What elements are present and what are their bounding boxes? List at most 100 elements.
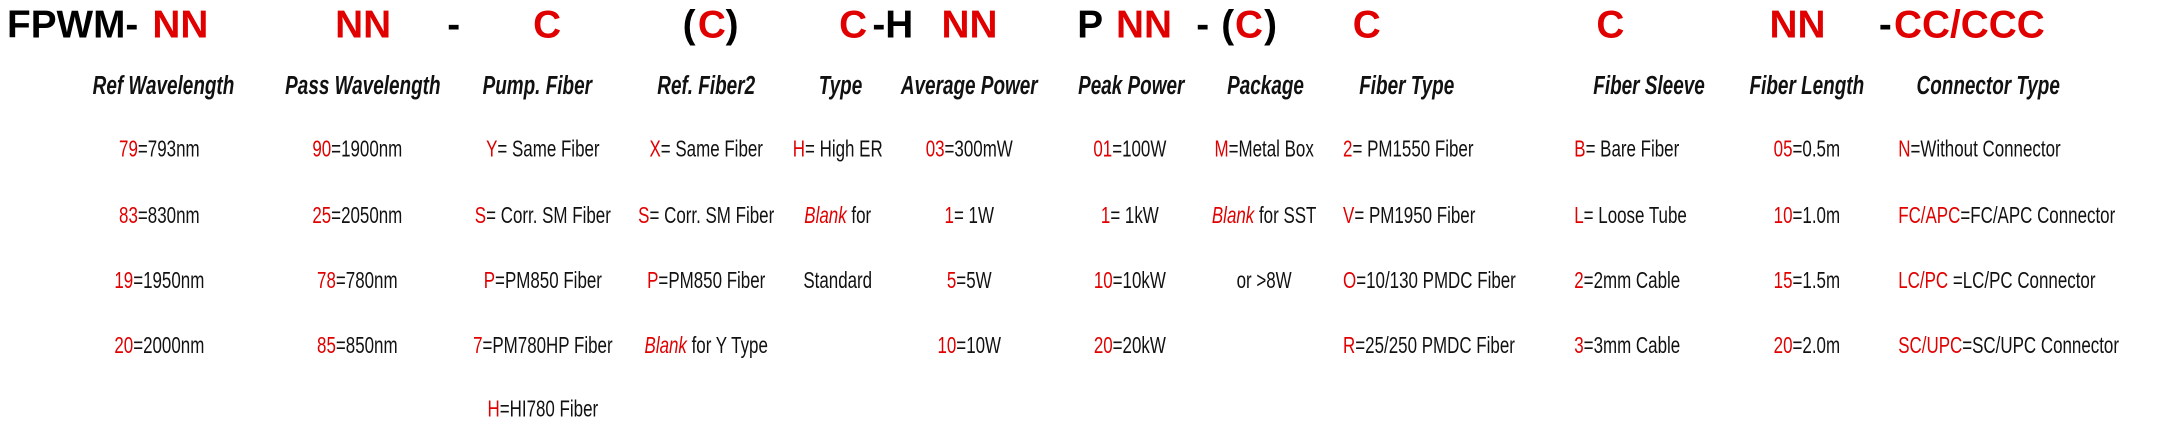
option: 1= 1W [945, 202, 995, 228]
option-code: Y [486, 136, 498, 162]
option: H= High ER [793, 136, 883, 162]
option-code: 05 [1774, 136, 1793, 162]
option-code: 5 [947, 267, 956, 293]
option-text: =10W [956, 332, 1001, 358]
option-code: N [1898, 136, 1910, 162]
option-text: for [847, 202, 872, 228]
option: 90=1900nm [312, 136, 402, 162]
option-text: = Corr. SM Fiber [486, 202, 611, 228]
option-text: =PM780HP Fiber [482, 332, 612, 358]
option-text: or >8W [1237, 267, 1293, 293]
option-code: 85 [317, 332, 336, 358]
code-segment: ( [683, 3, 696, 46]
option-text: =2mm Cable [1584, 267, 1681, 293]
option-text: =5W [956, 267, 992, 293]
option-code: X [649, 136, 661, 162]
option: 01=100W [1093, 136, 1167, 162]
option-text: =HI780 Fiber [500, 396, 599, 422]
option-text: =20kW [1113, 332, 1167, 358]
option-text: = High ER [805, 136, 883, 162]
code-segment: NN [152, 3, 208, 46]
column-header: Fiber Length [1750, 70, 1865, 100]
option-code: S [638, 202, 649, 228]
option-code: 1 [945, 202, 954, 228]
option: 10=10kW [1094, 267, 1167, 293]
column-header: Pump. Fiber [483, 70, 593, 100]
option-text: = PM1550 Fiber [1352, 136, 1473, 162]
option-code: H [488, 396, 500, 422]
option-text: =25/250 PMDC Fiber [1355, 332, 1515, 358]
option-code: 10 [1774, 202, 1793, 228]
option-text: = Loose Tube [1584, 202, 1687, 228]
option: P=PM850 Fiber [647, 267, 765, 293]
code-segment: C [533, 3, 561, 46]
option: 10=10W [937, 332, 1001, 358]
option-text: = Same Fiber [497, 136, 599, 162]
option: Blank for [804, 202, 871, 228]
option: LC/PC =LC/PC Connector [1898, 267, 2095, 293]
option-code: H [793, 136, 805, 162]
option-text: =PM850 Fiber [658, 267, 765, 293]
option-code: 10 [1094, 267, 1113, 293]
option: S= Corr. SM Fiber [475, 202, 611, 228]
column-header: Ref. Fiber2 [657, 70, 755, 100]
option-code: 20 [1094, 332, 1113, 358]
option-code: 83 [119, 202, 138, 228]
option-code: LC/PC [1898, 267, 1948, 293]
code-segment: NN [1769, 3, 1825, 46]
code-segment: NN [1116, 3, 1172, 46]
option-text: =Without Connector [1910, 136, 2060, 162]
option: 05=0.5m [1774, 136, 1840, 162]
column-header: Average Power [900, 70, 1038, 100]
option-text: =3mm Cable [1584, 332, 1681, 358]
option-text: =10kW [1113, 267, 1167, 293]
option-code: 20 [1774, 332, 1793, 358]
column-header: Type [819, 70, 863, 100]
column-header: Connector Type [1917, 70, 2061, 100]
option: H=HI780 Fiber [488, 396, 599, 422]
option: O=10/130 PMDC Fiber [1343, 267, 1516, 293]
option: 2= PM1550 Fiber [1343, 136, 1474, 162]
option-code: 1 [1101, 202, 1110, 228]
option: 2=2mm Cable [1574, 267, 1680, 293]
option: 19=1950nm [114, 267, 204, 293]
code-segment: CC/CCC [1894, 3, 2045, 46]
option-code: L [1574, 202, 1583, 228]
option-text: = Corr. SM Fiber [649, 202, 774, 228]
option-text: for SST [1254, 202, 1317, 228]
option: S= Corr. SM Fiber [638, 202, 774, 228]
option: Y= Same Fiber [486, 136, 600, 162]
option-text: = PM1950 Fiber [1354, 202, 1475, 228]
option: or >8W [1237, 267, 1293, 293]
option: 20=20kW [1094, 332, 1167, 358]
code-segment: P [1077, 3, 1103, 46]
code-segment: C [1596, 3, 1624, 46]
option-text: =1.0m [1792, 202, 1840, 228]
option-code: V [1343, 202, 1355, 228]
code-segment: C [839, 3, 867, 46]
option-code: 10 [937, 332, 956, 358]
column-header: Fiber Type [1359, 70, 1454, 100]
option: 7=PM780HP Fiber [473, 332, 613, 358]
option-text: =1.5m [1792, 267, 1840, 293]
column-header: Peak Power [1078, 70, 1185, 100]
option: V= PM1950 Fiber [1343, 202, 1475, 228]
code-segment: ) [1264, 3, 1277, 46]
option: Blank for SST [1212, 202, 1317, 228]
option-code: 78 [317, 267, 336, 293]
code-segment: ( [1221, 3, 1234, 46]
option: 3=3mm Cable [1574, 332, 1680, 358]
option-text: = 1kW [1110, 202, 1159, 228]
option-code: SC/UPC [1898, 332, 1962, 358]
option-code: Blank [1212, 202, 1256, 228]
code-segment: FPWM- [7, 3, 138, 46]
option-code: O [1343, 267, 1356, 293]
option: B= Bare Fiber [1574, 136, 1679, 162]
column-header: Pass Wavelength [285, 70, 440, 100]
option-text: =300mW [945, 136, 1014, 162]
option-text: =1950nm [133, 267, 204, 293]
option: 25=2050nm [312, 202, 402, 228]
option: 85=850nm [317, 332, 398, 358]
code-segment: - [447, 3, 460, 46]
